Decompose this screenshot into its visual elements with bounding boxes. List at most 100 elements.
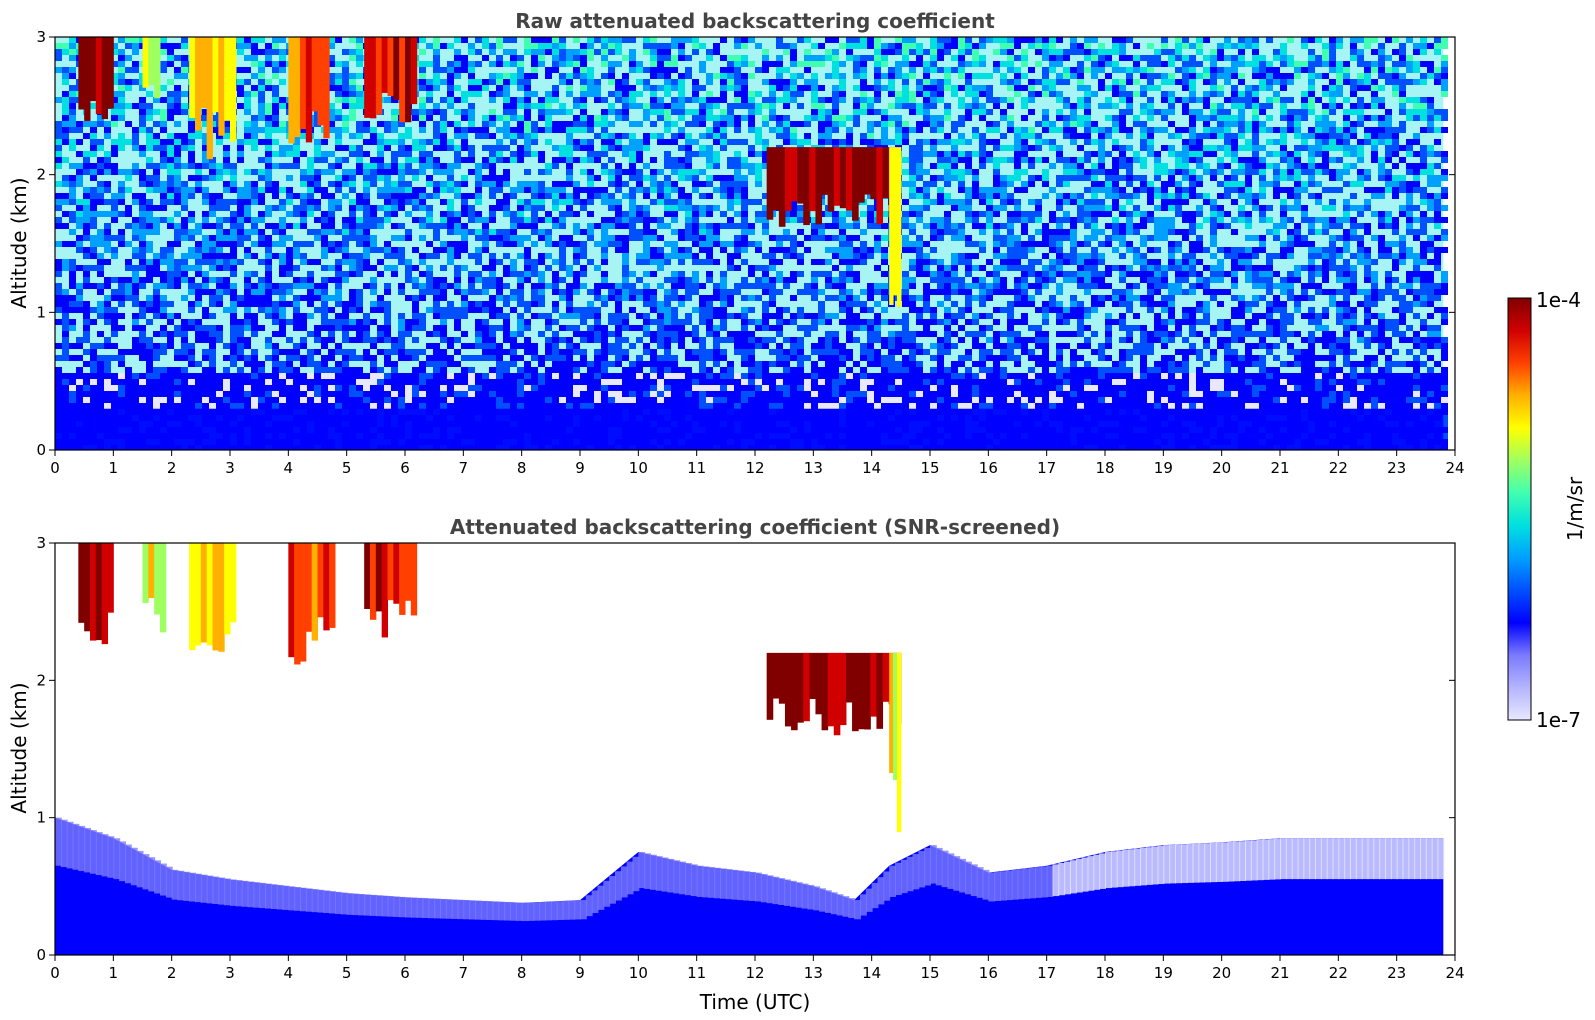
heatmap-cell <box>671 169 678 175</box>
heatmap-cell <box>265 61 272 67</box>
heatmap-cell <box>1378 73 1385 79</box>
heatmap-cell <box>272 85 279 91</box>
heatmap-cell <box>993 229 1000 235</box>
heatmap-cell <box>965 193 972 199</box>
heatmap-cell <box>90 127 97 133</box>
heatmap-cell <box>188 151 195 157</box>
heatmap-cell <box>1112 217 1119 223</box>
heatmap-cell <box>580 55 587 61</box>
heatmap-cell <box>650 253 657 259</box>
heatmap-cell <box>1434 79 1441 85</box>
heatmap-cell <box>489 145 496 151</box>
heatmap-cell <box>482 127 489 133</box>
heatmap-cell <box>601 151 608 157</box>
heatmap-cell <box>993 265 1000 271</box>
heatmap-cell <box>188 139 195 145</box>
heatmap-cell <box>678 115 685 121</box>
heatmap-cell <box>1091 259 1098 265</box>
heatmap-cell <box>1217 247 1224 253</box>
heatmap-cell <box>916 241 923 247</box>
heatmap-cell <box>335 241 342 247</box>
heatmap-cell <box>104 127 111 133</box>
heatmap-cell <box>377 175 384 181</box>
heatmap-cell <box>636 181 643 187</box>
heatmap-cell <box>643 85 650 91</box>
heatmap-cell <box>69 115 76 121</box>
heatmap-cell <box>937 121 944 127</box>
heatmap-cell <box>874 67 881 73</box>
heatmap-cell <box>573 199 580 205</box>
heatmap-cell <box>1042 253 1049 259</box>
heatmap-cell <box>1294 67 1301 73</box>
heatmap-cell <box>671 187 678 193</box>
heatmap-cell <box>706 229 713 235</box>
heatmap-cell <box>1196 73 1203 79</box>
heatmap-cell <box>1392 259 1399 265</box>
heatmap-cell <box>678 193 685 199</box>
heatmap-cell <box>1119 187 1126 193</box>
heatmap-cell <box>776 43 783 49</box>
heatmap-cell <box>1301 145 1308 151</box>
heatmap-cell <box>1098 181 1105 187</box>
heatmap-cell <box>1105 55 1112 61</box>
heatmap-cell <box>622 265 629 271</box>
heatmap-cell <box>272 253 279 259</box>
heatmap-cell <box>328 217 335 223</box>
heatmap-cell <box>769 79 776 85</box>
heatmap-cell <box>874 73 881 79</box>
heatmap-cell <box>1441 85 1448 91</box>
heatmap-cell <box>97 145 104 151</box>
heatmap-cell <box>146 187 153 193</box>
heatmap-cell <box>678 73 685 79</box>
heatmap-cell <box>699 109 706 115</box>
heatmap-cell <box>1112 223 1119 229</box>
heatmap-cell <box>510 73 517 79</box>
heatmap-cell <box>559 55 566 61</box>
heatmap-cell <box>90 163 97 169</box>
heatmap-cell <box>1378 157 1385 163</box>
heatmap-cell <box>132 79 139 85</box>
heatmap-cell <box>727 157 734 163</box>
heatmap-cell <box>286 265 293 271</box>
heatmap-cell <box>69 163 76 169</box>
heatmap-cell <box>468 127 475 133</box>
heatmap-cell <box>1028 163 1035 169</box>
heatmap-cell <box>1112 229 1119 235</box>
heatmap-cell <box>1168 79 1175 85</box>
heatmap-cell <box>265 127 272 133</box>
heatmap-cell <box>475 163 482 169</box>
heatmap-cell <box>587 121 594 127</box>
heatmap-cell <box>482 175 489 181</box>
heatmap-cell <box>1385 217 1392 223</box>
heatmap-cell <box>97 229 104 235</box>
heatmap-cell <box>1315 97 1322 103</box>
heatmap-cell <box>1336 127 1343 133</box>
heatmap-cell <box>251 223 258 229</box>
heatmap-cell <box>881 127 888 133</box>
heatmap-cell <box>419 259 426 265</box>
heatmap-cell <box>1364 259 1371 265</box>
heatmap-cell <box>1028 259 1035 265</box>
heatmap-cell <box>685 247 692 253</box>
heatmap-cell <box>636 67 643 73</box>
heatmap-cell <box>895 37 902 43</box>
heatmap-cell <box>1343 229 1350 235</box>
heatmap-cell <box>118 61 125 67</box>
heatmap-cell <box>433 121 440 127</box>
heatmap-cell <box>349 229 356 235</box>
heatmap-cell <box>391 121 398 127</box>
heatmap-cell <box>734 241 741 247</box>
heatmap-cell <box>678 43 685 49</box>
heatmap-cell <box>937 79 944 85</box>
heatmap-cell <box>727 109 734 115</box>
heatmap-cell <box>685 217 692 223</box>
heatmap-cell <box>167 61 174 67</box>
heatmap-cell <box>237 139 244 145</box>
heatmap-cell <box>867 217 874 223</box>
heatmap-cell <box>1049 247 1056 253</box>
heatmap-cell <box>1259 109 1266 115</box>
heatmap-cell <box>1245 91 1252 97</box>
heatmap-cell <box>1392 79 1399 85</box>
heatmap-cell <box>825 211 832 217</box>
heatmap-cell <box>811 115 818 121</box>
